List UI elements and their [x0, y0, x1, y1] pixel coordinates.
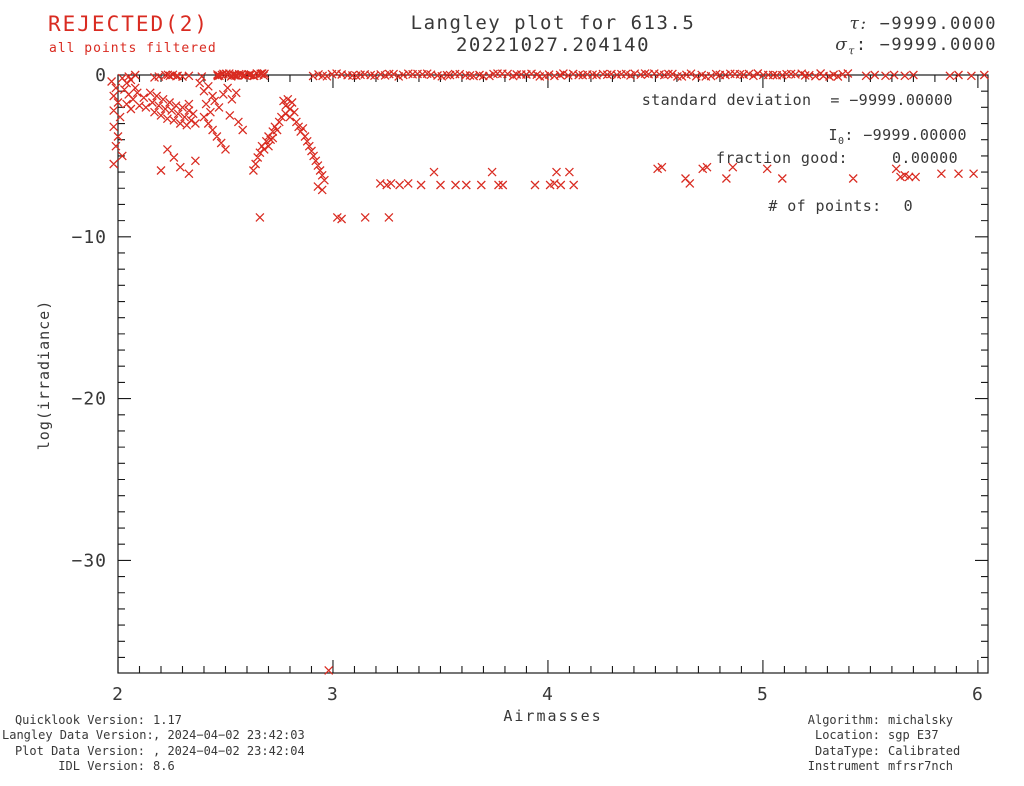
x-tick-label: 6 — [972, 684, 984, 705]
stats-i0-value: −9999.00000 — [863, 126, 967, 144]
stats-point-count: # of points: 0 — [768, 197, 913, 215]
stats-std-dev: standard deviation = −9999.00000 — [641, 91, 953, 109]
rejected-status-detail: all points filtered — [49, 41, 217, 56]
tau-symbol: τ: — [849, 14, 868, 34]
stats-point-count-value: 0 — [903, 197, 913, 215]
stats-std-dev-value: −9999.00000 — [849, 91, 953, 109]
x-tick-label: 2 — [112, 684, 124, 705]
metadata-row: Location: sgp E37 — [814, 728, 939, 743]
metadata-row: Algorithm: michalsky — [807, 713, 954, 727]
tau-value: −9999.0000 — [879, 14, 997, 34]
sigma-tau-value: −9999.0000 — [879, 35, 997, 55]
y-tick-label: −10 — [71, 227, 107, 248]
metadata-block: Algorithm: michalsky Location: sgp E37 Dat… — [742, 713, 961, 775]
sigma-subscript: τ — [848, 44, 856, 58]
metadata-row: Instrument mfrsr7nch — [807, 759, 954, 774]
x-tick-label: 4 — [542, 684, 554, 705]
y-tick-label: 0 — [95, 65, 107, 86]
y-tick-label: −30 — [71, 550, 107, 571]
x-tick-label: 3 — [327, 684, 339, 705]
sigma-tau-readout: στ: −9999.0000 — [835, 35, 997, 58]
version-info-row: Langley Data Version:, 2024−04−02 23:42:… — [2, 728, 305, 743]
y-axis-label: log(irradiance) — [35, 299, 53, 451]
plot-title-block: Langley plot for 613.5 20221027.204140 — [118, 12, 988, 56]
metadata-row: DataType: Calibrated — [814, 743, 961, 758]
stats-i0: I0: −9999.00000 — [828, 126, 967, 147]
tau-readout: τ: −9999.0000 — [835, 14, 997, 35]
sigma-symbol: σ — [835, 35, 849, 55]
rejected-status-label: REJECTED(2) — [48, 12, 210, 36]
plot-title: Langley plot for 613.5 — [410, 12, 696, 34]
y-tick-label: −20 — [71, 389, 107, 410]
version-info-row: IDL Version: 8.6 — [58, 759, 175, 774]
x-axis-label: Airmasses — [503, 707, 603, 725]
axis-ticks — [117, 74, 988, 673]
version-info-block: Quicklook Version: 1.17 Langley Data Vers… — [2, 713, 305, 775]
version-info-row: Quicklook Version: 1.17 — [14, 713, 182, 727]
scatter-markers — [107, 69, 989, 675]
tau-readouts: τ: −9999.0000 στ: −9999.0000 — [835, 14, 997, 61]
version-info-row: Plot Data Version:, 2024−04−02 23:42:04 — [14, 743, 305, 758]
plot-date: 20221027.204140 — [455, 34, 651, 56]
stats-fraction-good-value: 0.00000 — [891, 149, 958, 167]
x-tick-label: 5 — [757, 684, 769, 705]
stats-fraction-good: fraction good: 0.00000 — [715, 149, 958, 167]
